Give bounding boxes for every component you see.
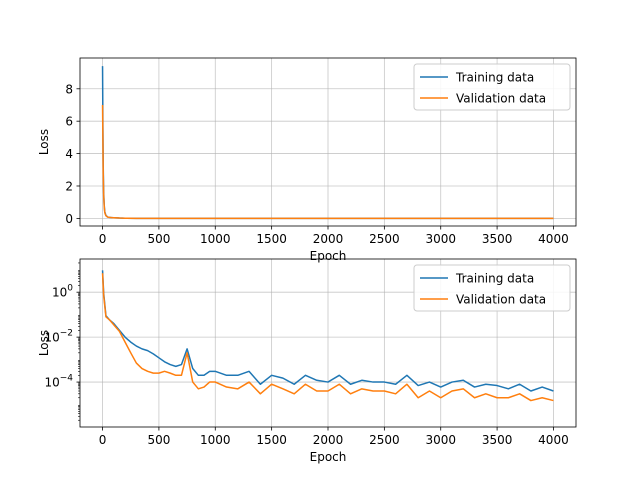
x-tick-label: 0 (99, 232, 107, 246)
x-axis-label: Epoch (310, 249, 347, 263)
y-tick-label: 0 (65, 212, 73, 226)
x-tick-label: 2000 (313, 232, 344, 246)
series-group (101, 66, 554, 220)
series-line-training-data (101, 270, 554, 392)
legend-box (413, 264, 571, 312)
x-tick-label: 3500 (482, 232, 513, 246)
x-tick-label: 2500 (369, 433, 400, 447)
x-tick-label: 1000 (200, 433, 231, 447)
y-axis-label: Loss (37, 129, 51, 155)
legend-label: Validation data (456, 92, 546, 106)
x-tick-label: 0 (99, 433, 107, 447)
x-tick-label: 4000 (538, 232, 569, 246)
y-tick-label: 10−2 (44, 329, 73, 345)
x-tick-label: 500 (147, 433, 170, 447)
x-tick-label: 1500 (256, 433, 287, 447)
legend-box (413, 63, 571, 111)
y-tick-label: 8 (65, 82, 73, 96)
series-group (101, 270, 554, 402)
x-tick-label: 1500 (256, 232, 287, 246)
x-axis-label: Epoch (310, 450, 347, 464)
x-tick-label: 3000 (425, 433, 456, 447)
x-axis: 0 500 1000 1500 2000 2500 3000 3500 4000 (99, 427, 569, 447)
x-tick-label: 1000 (200, 232, 231, 246)
x-tick-label: 3500 (482, 433, 513, 447)
series-line-validation-data (101, 104, 554, 220)
y-tick-label: 10−4 (44, 374, 73, 390)
legend: Training data Validation data (413, 63, 571, 111)
x-tick-label: 3000 (425, 232, 456, 246)
x-axis: 0 500 1000 1500 2000 2500 3000 3500 4000 (99, 226, 569, 246)
x-tick-label: 500 (147, 232, 170, 246)
x-tick-label: 2000 (313, 433, 344, 447)
y-tick-label: 2 (65, 179, 73, 193)
y-tick-label: 6 (65, 115, 73, 129)
legend-label: Validation data (456, 293, 546, 307)
x-tick-label: 4000 (538, 433, 569, 447)
series-line-validation-data (101, 273, 554, 402)
y-axis: 10−4 10−2 100 (44, 262, 80, 421)
chart-panel-2: 0 500 1000 1500 2000 2500 3000 3500 4000 Epoch 10−… (37, 258, 577, 464)
chart-panel-1: 0 500 1000 1500 2000 2500 3000 3500 4000 Epoch 0 2 4… (37, 57, 577, 263)
legend-label: Training data (455, 272, 534, 286)
legend-label: Training data (455, 71, 534, 85)
y-axis-label: Loss (37, 330, 51, 356)
legend: Training data Validation data (413, 264, 571, 312)
y-tick-label: 100 (52, 284, 73, 300)
x-tick-label: 2500 (369, 232, 400, 246)
y-axis: 0 2 4 6 8 (65, 82, 80, 226)
y-tick-label: 4 (65, 147, 73, 161)
